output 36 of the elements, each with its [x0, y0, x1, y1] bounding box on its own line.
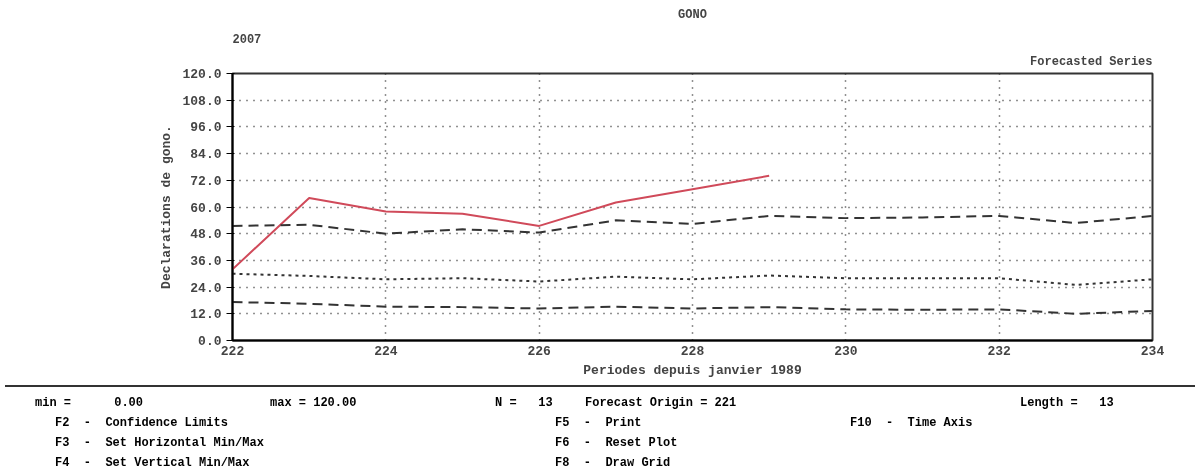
y-tick-label: 12.0 [190, 307, 222, 323]
y-tick-label: 72.0 [190, 173, 222, 189]
y-tick-label: 84.0 [190, 147, 222, 163]
x-tick-label: 232 [987, 343, 1012, 359]
y-tick-label: 60.0 [190, 200, 222, 216]
text: F6 - Reset Plot [555, 435, 678, 452]
text: Forecasted Series [1030, 54, 1153, 69]
y-tick-label: 96.0 [190, 120, 222, 136]
x-tick-label: 226 [527, 343, 552, 359]
text: F8 - Draw Grid [555, 455, 671, 472]
x-tick-label: 234 [1140, 343, 1165, 359]
y-tick-label: 36.0 [190, 253, 222, 269]
text: F10 - Time Axis [850, 415, 973, 432]
y-tick-label: 0.0 [198, 334, 222, 349]
line-series [232, 174, 771, 271]
y-tick-label: 48.0 [190, 227, 222, 243]
x-tick-label: 228 [680, 343, 705, 359]
y-tick-label: 108.0 [182, 93, 222, 109]
x-tick-label: 222 [220, 343, 245, 359]
text: F4 - Set Vertical Min/Max [55, 455, 250, 472]
text: F5 - Print [555, 415, 642, 432]
text: Length = 13 [1020, 395, 1114, 412]
x-tick-label: 230 [834, 343, 858, 359]
y-axis-title: Declarations de gono. [159, 125, 175, 289]
text: N = 13 [495, 395, 553, 412]
text: max = 120.00 [270, 395, 357, 412]
x-tick-label: 224 [374, 343, 398, 359]
text: min = 0.00 [35, 395, 144, 412]
text: Forecast Origin = 221 [585, 395, 737, 412]
text: 2007 [232, 32, 262, 47]
text: F2 - Confidence Limits [55, 415, 228, 432]
x-axis-title: Periodes depuis janvier 1989 [583, 362, 802, 378]
y-tick-label: 120.0 [182, 67, 222, 82]
text: F3 - Set Horizontal Min/Max [55, 435, 264, 452]
chart-title: GONO [678, 7, 707, 22]
y-tick-label: 24.0 [190, 280, 222, 296]
